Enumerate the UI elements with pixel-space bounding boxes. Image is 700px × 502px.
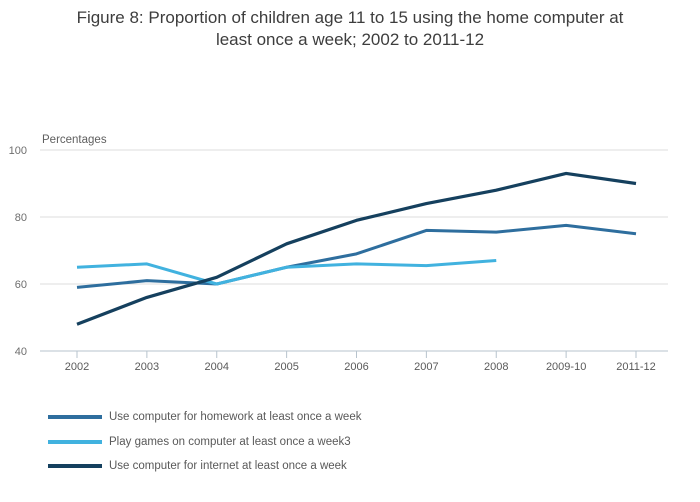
chart-title: Figure 8: Proportion of children age 11 … — [0, 7, 700, 51]
y-tick-label: 80 — [15, 212, 27, 224]
x-tick-label: 2007 — [414, 361, 438, 373]
chart-title-line-2: least once a week; 2002 to 2011-12 — [215, 30, 485, 49]
x-tick-label: 2004 — [205, 361, 229, 373]
series-line-2 — [76, 259, 497, 286]
legend-label: Use computer for internet at least once … — [109, 460, 347, 472]
legend-label: Play games on computer at least once a w… — [109, 435, 351, 448]
legend-item: Play games on computer at least once a w… — [48, 434, 361, 450]
y-tick-label: 40 — [15, 346, 27, 358]
x-tick-label: 2008 — [484, 361, 508, 373]
x-tick-label: 2003 — [135, 361, 159, 373]
legend-swatch — [48, 439, 102, 444]
x-tick-label: 2006 — [344, 361, 368, 373]
x-tick-label: 2011-12 — [616, 361, 656, 373]
y-tick-label: 60 — [15, 279, 27, 291]
legend-item: Use computer for homework at least once … — [48, 409, 361, 425]
legend-label: Use computer for homework at least once … — [109, 411, 362, 423]
legend-swatch — [48, 415, 102, 419]
legend-item: Use computer for internet at least once … — [48, 458, 361, 474]
x-tick-label: 2009-10 — [546, 361, 586, 373]
x-tick-label: 2002 — [65, 361, 89, 373]
x-tick-label: 2005 — [274, 361, 298, 373]
y-tick-label: 100 — [9, 145, 27, 157]
series-line-1 — [76, 223, 637, 289]
legend-swatch — [48, 464, 102, 468]
chart-legend: Use computer for homework at least once … — [48, 409, 361, 483]
y-axis-title: Percentages — [42, 134, 107, 146]
chart-title-line-1: Figure 8: Proportion of children age 11 … — [76, 8, 624, 27]
series-line-3 — [76, 171, 637, 326]
